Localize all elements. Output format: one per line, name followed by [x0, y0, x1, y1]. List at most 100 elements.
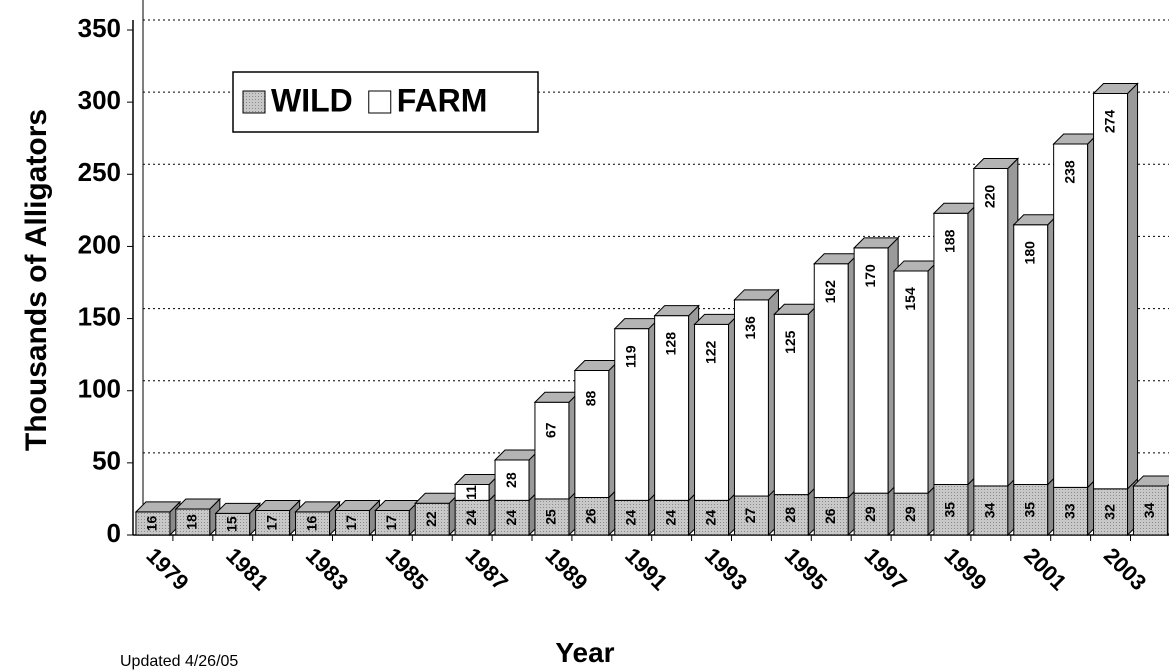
bar-top — [174, 498, 222, 510]
bar-segment — [654, 499, 690, 536]
data-label: 136 — [742, 316, 758, 340]
data-label: 24 — [702, 510, 718, 526]
bar-top — [972, 158, 1020, 170]
data-label: 24 — [463, 510, 479, 526]
data-label: 27 — [742, 508, 758, 524]
data-label: 220 — [982, 185, 998, 209]
data-label: 154 — [902, 287, 918, 311]
y-tick-label: 100 — [78, 374, 121, 404]
legend-label: WILD — [271, 82, 353, 118]
data-label: 188 — [942, 229, 958, 253]
data-label: 17 — [343, 515, 359, 531]
bar-top — [733, 289, 780, 301]
bar-segment — [334, 509, 370, 536]
bar-segment — [1093, 488, 1129, 536]
data-label: 34 — [1141, 502, 1157, 518]
x-tick-label: 1999 — [939, 543, 991, 595]
bar-top — [653, 305, 700, 317]
data-label: 26 — [583, 508, 599, 524]
x-axis-label: Year — [555, 637, 614, 668]
data-label: 33 — [1061, 503, 1077, 519]
bar-segment — [494, 459, 530, 501]
data-label: 170 — [862, 264, 878, 288]
bar-top — [254, 499, 301, 511]
bar-top — [1092, 82, 1139, 94]
x-tick-label: 1981 — [221, 543, 273, 595]
bar-segment — [773, 313, 809, 496]
data-label: 22 — [423, 511, 439, 527]
bar-top — [334, 499, 381, 511]
data-label: 35 — [942, 502, 958, 518]
data-label: 122 — [702, 340, 718, 364]
bar-segment — [933, 484, 969, 536]
data-label: 34 — [982, 502, 998, 518]
x-tick-label: 2001 — [1019, 543, 1071, 595]
x-tick-label: 1979 — [141, 543, 193, 595]
bar-segment — [893, 270, 929, 494]
bar-segment — [973, 168, 1009, 487]
data-label: 29 — [862, 506, 878, 522]
bar-segment — [494, 499, 530, 536]
data-label: 24 — [503, 510, 519, 526]
data-label: 25 — [543, 509, 559, 525]
data-label: 32 — [1101, 504, 1117, 520]
y-axis-label: Thousands of Alligators — [20, 109, 53, 451]
bar-top — [134, 501, 182, 513]
bar-segment — [1132, 485, 1168, 536]
bar-segment — [374, 509, 410, 536]
y-tick-label: 200 — [78, 229, 121, 259]
bar-top — [852, 237, 900, 249]
bar-segment — [973, 485, 1009, 536]
bar-segment — [534, 498, 570, 536]
x-tick-label: 1991 — [620, 543, 672, 595]
data-label: 17 — [263, 515, 279, 531]
x-tick-label: 1989 — [540, 543, 592, 595]
y-tick-label: 250 — [78, 157, 121, 187]
bar-segment — [853, 492, 889, 536]
data-label: 24 — [662, 510, 678, 526]
data-label: 238 — [1061, 160, 1077, 184]
x-tick-label: 1995 — [780, 543, 832, 595]
legend-swatch — [368, 90, 392, 114]
bar-segment — [933, 212, 969, 485]
data-label: 28 — [503, 472, 519, 488]
bar-segment — [414, 502, 450, 536]
x-tick-label: 1987 — [461, 543, 513, 595]
bar-segment — [1013, 224, 1049, 486]
bar-top — [294, 501, 341, 513]
x-tick-label: 1983 — [301, 543, 353, 595]
data-label: 15 — [223, 516, 239, 532]
bar-segment — [574, 370, 610, 498]
bar-top — [1132, 475, 1169, 487]
bar-segment — [1053, 486, 1089, 536]
data-label: 35 — [1021, 502, 1037, 518]
data-label: 17 — [383, 515, 399, 531]
bar-segment — [614, 328, 650, 501]
legend-swatch — [242, 90, 266, 114]
bar-segment — [733, 299, 769, 497]
data-label: 162 — [822, 280, 838, 304]
data-label: 26 — [822, 508, 838, 524]
bar-top — [214, 502, 261, 514]
y-tick-label: 0 — [107, 518, 121, 548]
bar-segment — [1053, 143, 1089, 488]
y-tick-label: 350 — [78, 13, 121, 43]
bar-segment — [1093, 92, 1129, 490]
data-label: 29 — [902, 506, 918, 522]
data-label: 119 — [622, 345, 638, 368]
bar-segment — [893, 492, 929, 536]
data-label: 11 — [463, 485, 479, 500]
x-tick-label: 1997 — [860, 543, 912, 595]
bar-segment — [454, 499, 490, 536]
bar-segment — [694, 323, 730, 501]
data-label: 24 — [622, 510, 638, 526]
bar-segment — [1013, 484, 1049, 536]
y-tick-label: 50 — [92, 446, 121, 476]
y-tick-label: 150 — [78, 301, 121, 331]
data-label: 180 — [1021, 241, 1037, 265]
bar-segment — [853, 247, 889, 494]
data-label: 18 — [184, 514, 200, 530]
legend-label: FARM — [397, 82, 488, 118]
data-label: 28 — [782, 507, 798, 523]
